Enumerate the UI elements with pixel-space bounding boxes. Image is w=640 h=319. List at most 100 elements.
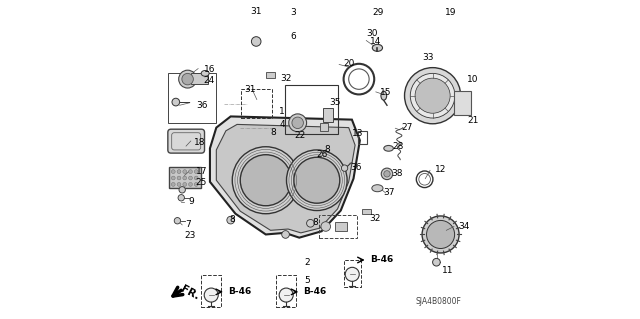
Circle shape xyxy=(179,70,196,88)
Circle shape xyxy=(433,258,440,266)
Text: 6: 6 xyxy=(291,32,296,41)
Text: 1: 1 xyxy=(279,107,285,116)
Circle shape xyxy=(426,220,454,249)
Text: 4: 4 xyxy=(279,120,285,129)
Text: 17: 17 xyxy=(196,167,207,176)
Text: 15: 15 xyxy=(380,88,392,97)
Bar xyxy=(170,167,202,188)
FancyBboxPatch shape xyxy=(168,129,205,153)
Circle shape xyxy=(345,267,359,281)
Ellipse shape xyxy=(372,44,383,51)
Text: 28: 28 xyxy=(392,142,403,151)
Text: 19: 19 xyxy=(445,8,456,17)
Text: B-46: B-46 xyxy=(303,287,326,296)
Text: 8: 8 xyxy=(229,215,235,224)
Circle shape xyxy=(240,155,291,206)
Text: 3: 3 xyxy=(291,8,296,17)
Bar xyxy=(335,222,348,231)
Text: B-46: B-46 xyxy=(370,256,393,264)
Text: 26: 26 xyxy=(317,150,328,159)
Text: 16: 16 xyxy=(204,65,215,74)
Text: 18: 18 xyxy=(195,138,206,147)
Circle shape xyxy=(384,171,390,177)
Circle shape xyxy=(172,170,175,174)
Circle shape xyxy=(177,170,181,174)
Circle shape xyxy=(227,216,234,224)
Circle shape xyxy=(178,195,184,201)
Circle shape xyxy=(172,98,180,106)
Text: 27: 27 xyxy=(402,123,413,132)
Text: 21: 21 xyxy=(468,116,479,125)
Text: 38: 38 xyxy=(391,169,403,178)
Text: 8: 8 xyxy=(271,128,276,137)
Circle shape xyxy=(289,114,307,132)
Circle shape xyxy=(341,165,348,171)
Text: 36: 36 xyxy=(196,101,208,110)
Circle shape xyxy=(189,182,193,186)
Circle shape xyxy=(204,288,218,302)
Text: 34: 34 xyxy=(458,222,469,231)
Circle shape xyxy=(174,218,180,224)
Circle shape xyxy=(183,182,187,186)
Text: 12: 12 xyxy=(435,165,446,174)
Text: 7: 7 xyxy=(185,220,191,229)
Bar xyxy=(454,91,470,115)
Text: 13: 13 xyxy=(352,130,364,138)
Text: 31: 31 xyxy=(244,85,255,94)
Bar xyxy=(202,275,221,307)
Circle shape xyxy=(177,176,181,180)
Circle shape xyxy=(282,231,289,238)
Bar xyxy=(319,215,357,238)
Bar xyxy=(344,260,361,287)
Circle shape xyxy=(292,117,303,129)
Circle shape xyxy=(179,187,186,193)
Text: 35: 35 xyxy=(330,98,341,107)
Circle shape xyxy=(189,170,193,174)
Text: 10: 10 xyxy=(467,75,479,84)
Text: 11: 11 xyxy=(442,266,453,275)
Text: 36: 36 xyxy=(350,163,362,172)
Text: 31: 31 xyxy=(251,7,262,16)
Circle shape xyxy=(294,157,340,203)
Circle shape xyxy=(183,176,187,180)
Polygon shape xyxy=(210,116,360,238)
Bar xyxy=(285,85,337,134)
Circle shape xyxy=(183,170,187,174)
Ellipse shape xyxy=(372,185,383,192)
Ellipse shape xyxy=(384,145,394,151)
Text: 9: 9 xyxy=(188,197,194,206)
Text: 5: 5 xyxy=(305,276,310,285)
Bar xyxy=(241,89,271,118)
Bar xyxy=(276,275,296,307)
Bar xyxy=(191,73,209,84)
Circle shape xyxy=(195,170,198,174)
Text: 8: 8 xyxy=(324,145,330,154)
Circle shape xyxy=(195,176,198,180)
Circle shape xyxy=(287,150,347,211)
Text: 8: 8 xyxy=(312,218,318,227)
Circle shape xyxy=(404,68,461,124)
Circle shape xyxy=(195,182,198,186)
Circle shape xyxy=(172,182,175,186)
Text: 37: 37 xyxy=(383,189,394,197)
Bar xyxy=(358,131,367,144)
Circle shape xyxy=(410,73,455,118)
Circle shape xyxy=(307,219,314,227)
Circle shape xyxy=(279,288,293,302)
Text: 14: 14 xyxy=(371,37,382,46)
Ellipse shape xyxy=(201,70,209,76)
Text: 24: 24 xyxy=(204,76,215,85)
Text: 32: 32 xyxy=(369,214,381,223)
Circle shape xyxy=(252,37,261,46)
Text: 32: 32 xyxy=(280,74,292,83)
Circle shape xyxy=(232,147,300,214)
Circle shape xyxy=(381,168,393,180)
Text: 25: 25 xyxy=(196,178,207,187)
Circle shape xyxy=(422,216,459,253)
Ellipse shape xyxy=(381,91,387,100)
Polygon shape xyxy=(216,124,355,233)
Text: 20: 20 xyxy=(343,59,355,68)
Text: FR.: FR. xyxy=(179,284,201,301)
Circle shape xyxy=(415,78,450,113)
Bar xyxy=(323,108,333,122)
